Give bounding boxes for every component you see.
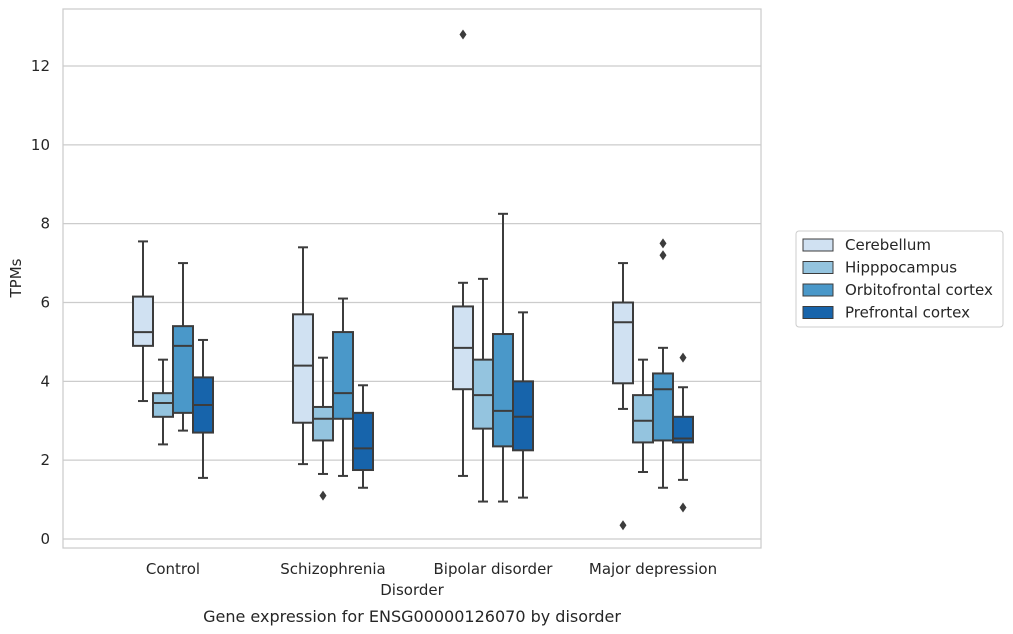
box-prefrontal-cortex (192, 338, 214, 479)
box-cerebellum (132, 240, 154, 403)
outlier-point (619, 520, 627, 531)
x-tick-label: Major depression (589, 560, 717, 578)
legend-swatch (802, 306, 834, 319)
legend-label: Cerebellum (845, 236, 931, 254)
x-tick-label: Bipolar disorder (434, 560, 554, 578)
x-tick-label: Control (146, 560, 200, 578)
box-body (332, 331, 354, 420)
outlier-point (319, 490, 327, 501)
box-cerebellum (292, 246, 314, 466)
x-tick-label: Schizophrenia (280, 560, 385, 578)
box-cerebellum (612, 262, 634, 531)
box-cerebellum (452, 29, 474, 477)
box-prefrontal-cortex (352, 384, 374, 489)
legend: Cerebellum Hipppocampus Orbitofrontal cort… (795, 230, 1004, 328)
box-body (132, 295, 154, 347)
y-tick-label: 12 (31, 57, 50, 75)
y-tick-labels: 0 2 4 6 8 10 12 (31, 57, 50, 548)
box-body (352, 411, 374, 472)
boxes (132, 29, 694, 531)
plot-area-frame (62, 8, 762, 549)
y-tick-label: 2 (40, 451, 50, 469)
box-hipppocampus (152, 358, 174, 446)
y-tick-label: 0 (40, 530, 50, 548)
legend-label: Orbitofrontal cortex (845, 281, 993, 299)
legend-swatch (802, 261, 834, 274)
box-body (492, 333, 514, 448)
box-body (152, 392, 174, 418)
legend-swatch (802, 283, 834, 297)
y-tick-label: 10 (31, 136, 50, 154)
box-hipppocampus (632, 358, 654, 473)
box-body (652, 372, 674, 442)
legend-label: Hipppocampus (845, 259, 957, 277)
box-orbitofrontal-cortex (172, 262, 194, 432)
legend-frame (795, 230, 1004, 328)
box-body (612, 301, 634, 385)
box-orbitofrontal-cortex (332, 297, 354, 477)
box-body (312, 405, 334, 442)
gridlines (63, 65, 761, 540)
y-axis-label: TPMs (7, 258, 25, 298)
box-prefrontal-cortex (672, 352, 694, 513)
y-tick-label: 4 (40, 372, 50, 390)
box-orbitofrontal-cortex (492, 212, 514, 503)
box-hipppocampus (472, 277, 494, 503)
y-tick-label: 8 (40, 215, 50, 233)
legend-swatch (802, 238, 834, 252)
box-body (292, 313, 314, 424)
box-body (632, 394, 654, 444)
legend-label: Prefrontal cortex (845, 304, 970, 322)
outlier-point (679, 352, 687, 363)
y-tick-label: 6 (40, 294, 50, 312)
box-orbitofrontal-cortex (652, 238, 674, 489)
box-prefrontal-cortex (512, 311, 534, 499)
outlier-point (659, 250, 667, 261)
x-tick-labels: Control Schizophrenia Bipolar disorder Majo… (146, 560, 717, 578)
box-hipppocampus (312, 356, 334, 501)
outlier-point (659, 238, 667, 249)
outlier-point (679, 502, 687, 513)
chart-caption: Gene expression for ENSG00000126070 by d… (203, 607, 621, 626)
outlier-point (459, 29, 467, 40)
x-axis-label: Disorder (380, 581, 444, 599)
box-body (672, 415, 694, 444)
box-body (172, 325, 194, 414)
